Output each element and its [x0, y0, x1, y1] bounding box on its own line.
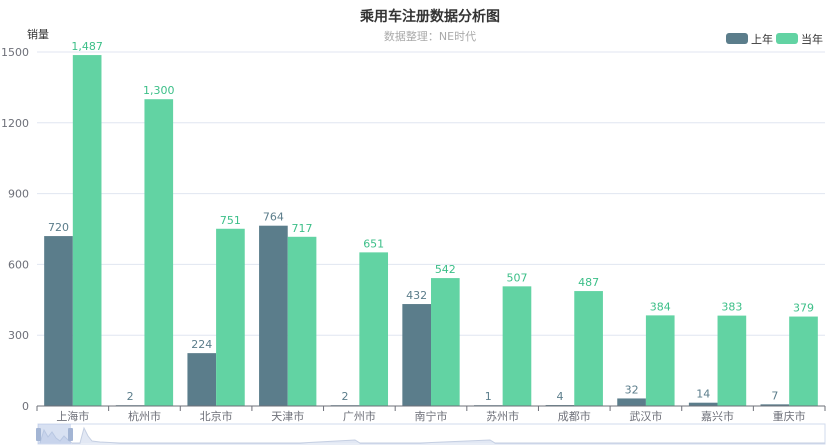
- y-axis-ticks: 0 300 600 900 1200 1500: [1, 46, 29, 413]
- data-label: 1: [485, 390, 492, 403]
- x-tick-label: 嘉兴市: [701, 409, 734, 423]
- bar-previous-year[interactable]: [259, 225, 288, 406]
- data-label: 4: [556, 390, 563, 403]
- data-label: 224: [191, 338, 212, 351]
- data-label: 751: [220, 214, 241, 227]
- bar-current-year[interactable]: [216, 228, 245, 406]
- data-label: 720: [48, 221, 69, 234]
- bar-current-year[interactable]: [72, 55, 102, 407]
- data-label: 1,487: [71, 40, 103, 53]
- bar-previous-year[interactable]: [617, 398, 646, 406]
- legend-item-previous-year[interactable]: 上年: [726, 32, 773, 46]
- data-label: 432: [406, 289, 427, 302]
- chart-title: 乘用车注册数据分析图: [359, 8, 500, 25]
- bar-previous-year[interactable]: [402, 304, 431, 406]
- y-tick-label: 0: [22, 400, 29, 413]
- bar-previous-year[interactable]: [688, 402, 718, 406]
- legend-swatch-previous-year: [726, 33, 748, 44]
- data-zoom-handle-left[interactable]: [36, 428, 41, 441]
- data-label: 2: [342, 390, 349, 403]
- bar-current-year[interactable]: [144, 99, 174, 406]
- data-zoom-slider[interactable]: [36, 423, 826, 445]
- legend-label-current-year: 当年: [801, 32, 823, 46]
- data-label: 383: [721, 301, 742, 314]
- legend-label-previous-year: 上年: [751, 32, 773, 46]
- x-tick-label: 广州市: [343, 409, 376, 423]
- bar-current-year[interactable]: [502, 286, 532, 406]
- bar-previous-year[interactable]: [187, 353, 217, 406]
- x-tick-label: 天津市: [271, 409, 304, 423]
- y-tick-label: 300: [8, 329, 29, 342]
- x-tick-label: 南宁市: [415, 409, 448, 423]
- data-label: 32: [625, 383, 639, 396]
- data-label: 7: [771, 389, 778, 402]
- data-label: 2: [127, 390, 134, 403]
- x-tick-label: 苏州市: [486, 409, 519, 423]
- y-tick-label: 1500: [1, 46, 29, 59]
- data-zoom-preview: [39, 426, 825, 444]
- x-tick-label: 北京市: [200, 409, 233, 423]
- data-zoom-handle-right[interactable]: [68, 428, 73, 441]
- x-tick-label: 杭州市: [128, 409, 161, 423]
- x-axis: 上海市 杭州市 北京市 天津市 广州市 南宁市 苏州市 成都市 武汉市 嘉兴市 重庆市: [36, 405, 826, 423]
- legend-item-current-year[interactable]: 当年: [776, 32, 823, 46]
- data-label: 14: [696, 388, 710, 401]
- data-label: 384: [650, 300, 671, 313]
- data-zoom-selection[interactable]: [38, 424, 71, 444]
- x-tick-label: 上海市: [56, 409, 89, 423]
- bar-current-year[interactable]: [645, 315, 675, 406]
- data-label: 379: [793, 302, 814, 315]
- data-label: 507: [506, 271, 527, 284]
- y-tick-label: 1200: [1, 117, 29, 130]
- data-label: 717: [292, 222, 313, 235]
- legend: 上年 当年: [726, 32, 823, 46]
- bar-current-year[interactable]: [431, 278, 460, 406]
- x-tick-label: 武汉市: [629, 409, 662, 423]
- data-label: 651: [363, 237, 384, 250]
- data-zoom-track: [37, 423, 826, 445]
- data-label: 1,300: [143, 84, 175, 97]
- bar-current-year[interactable]: [789, 316, 818, 406]
- legend-swatch-current-year: [776, 33, 798, 44]
- bar-current-year[interactable]: [287, 236, 317, 406]
- y-tick-label: 600: [8, 258, 29, 271]
- y-axis-label: 销量: [27, 27, 49, 41]
- chart-subtitle: 数据整理：NE时代: [384, 29, 476, 43]
- data-label: 764: [263, 211, 284, 224]
- bar-previous-year[interactable]: [44, 236, 73, 406]
- x-tick-label: 重庆市: [773, 409, 806, 423]
- bar-current-year[interactable]: [574, 291, 603, 406]
- data-label: 487: [578, 276, 599, 289]
- data-label: 542: [435, 263, 456, 276]
- bar-previous-year[interactable]: [760, 404, 790, 406]
- bar-current-year[interactable]: [359, 252, 389, 406]
- y-tick-label: 900: [8, 188, 29, 201]
- x-tick-label: 成都市: [558, 409, 591, 423]
- bar-current-year[interactable]: [717, 315, 747, 406]
